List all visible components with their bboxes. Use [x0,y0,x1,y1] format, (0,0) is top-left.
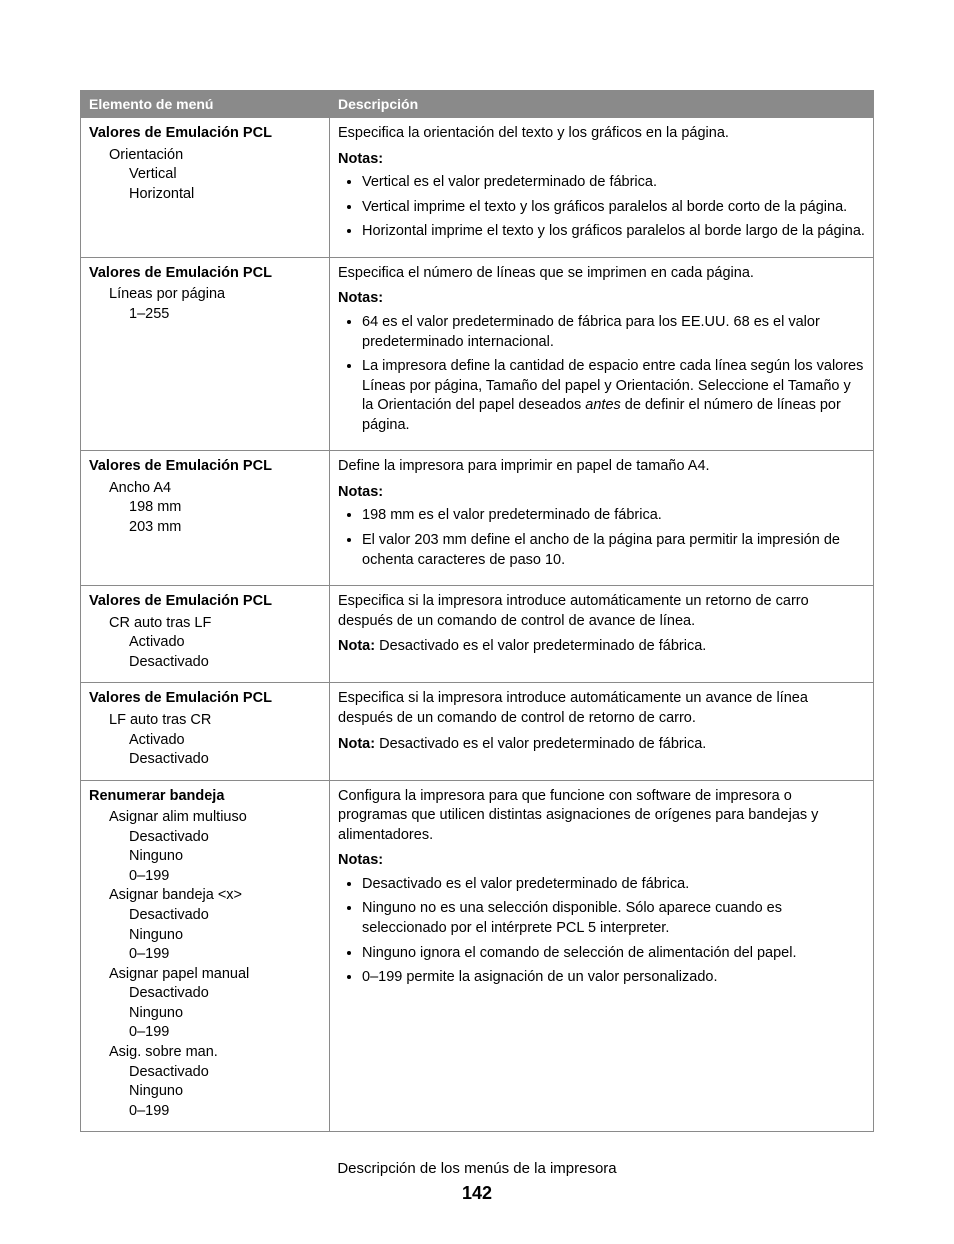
table-row: Valores de Emulación PCL LF auto tras CR… [81,683,874,780]
menu-sub1: Orientación [109,146,321,166]
menu-sub1: CR auto tras LF [109,614,321,634]
notas-label: Notas: [338,483,865,503]
desc-main: Define la impresora para imprimir en pap… [338,457,865,477]
menu-sub2: Horizontal [129,185,321,205]
desc-cell: Especifica si la impresora introduce aut… [330,586,874,683]
menu-sub2: Ninguno [129,1082,321,1102]
list-item: Vertical es el valor predeterminado de f… [362,173,865,193]
menu-sub1: LF auto tras CR [109,711,321,731]
menu-title: Valores de Emulación PCL [89,124,321,144]
footer-title: Descripción de los menús de la impresora [80,1160,874,1177]
desc-list: 198 mm es el valor predeterminado de fáb… [338,506,865,570]
table-row: Valores de Emulación PCL CR auto tras LF… [81,586,874,683]
desc-cell: Especifica el número de líneas que se im… [330,257,874,451]
menu-sub2: Vertical [129,165,321,185]
nota-label: Nota: [338,736,375,752]
menu-sub2: Ninguno [129,1004,321,1024]
desc-main: Especifica si la impresora introduce aut… [338,689,865,728]
menu-sub2: Ninguno [129,926,321,946]
menu-sub1: Ancho A4 [109,479,321,499]
menu-sub2: Activado [129,633,321,653]
desc-cell: Configura la impresora para que funcione… [330,780,874,1132]
menu-cell: Valores de Emulación PCL Líneas por pági… [81,257,330,451]
italic-word: antes [585,397,620,413]
page-container: Elemento de menú Descripción Valores de … [0,0,954,1244]
header-desc: Descripción [330,91,874,118]
menu-table: Elemento de menú Descripción Valores de … [80,90,874,1132]
menu-sub2: Desactivado [129,828,321,848]
menu-sub2: 198 mm [129,498,321,518]
menu-sub2: 203 mm [129,518,321,538]
desc-cell: Especifica si la impresora introduce aut… [330,683,874,780]
list-item: Desactivado es el valor predeterminado d… [362,875,865,895]
desc-list: Vertical es el valor predeterminado de f… [338,173,865,242]
table-row: Renumerar bandeja Asignar alim multiuso … [81,780,874,1132]
nota-text: Desactivado es el valor predeterminado d… [379,736,706,752]
menu-title: Valores de Emulación PCL [89,592,321,612]
desc-main: Especifica si la impresora introduce aut… [338,592,865,631]
list-item: Ninguno ignora el comando de selección d… [362,944,865,964]
menu-cell: Valores de Emulación PCL Ancho A4 198 mm… [81,451,330,586]
table-row: Valores de Emulación PCL Ancho A4 198 mm… [81,451,874,586]
desc-cell: Define la impresora para imprimir en pap… [330,451,874,586]
menu-sub1: Asignar bandeja <x> [109,886,321,906]
desc-main: Especifica el número de líneas que se im… [338,264,865,284]
list-item: Horizontal imprime el texto y los gráfic… [362,222,865,242]
nota-label: Nota: [338,638,375,654]
menu-cell: Valores de Emulación PCL LF auto tras CR… [81,683,330,780]
menu-sub2: Ninguno [129,847,321,867]
header-menu: Elemento de menú [81,91,330,118]
page-footer: Descripción de los menús de la impresora… [80,1160,874,1204]
menu-sub1: Asignar alim multiuso [109,808,321,828]
menu-sub2: Desactivado [129,906,321,926]
menu-sub2: 0–199 [129,1023,321,1043]
table-row: Valores de Emulación PCL Orientación Ver… [81,118,874,258]
table-row: Valores de Emulación PCL Líneas por pági… [81,257,874,451]
nota-line: Nota: Desactivado es el valor predetermi… [338,735,865,755]
menu-sub1: Líneas por página [109,285,321,305]
menu-cell: Valores de Emulación PCL Orientación Ver… [81,118,330,258]
menu-sub2: 0–199 [129,867,321,887]
menu-sub2: 1–255 [129,305,321,325]
desc-main: Especifica la orientación del texto y lo… [338,124,865,144]
menu-cell: Valores de Emulación PCL CR auto tras LF… [81,586,330,683]
desc-main: Configura la impresora para que funcione… [338,787,865,846]
table-header-row: Elemento de menú Descripción [81,91,874,118]
menu-sub2: 0–199 [129,1102,321,1122]
notas-label: Notas: [338,289,865,309]
nota-text: Desactivado es el valor predeterminado d… [379,638,706,654]
menu-sub1: Asignar papel manual [109,965,321,985]
list-item: 64 es el valor predeterminado de fábrica… [362,313,865,352]
list-item: La impresora define la cantidad de espac… [362,357,865,435]
desc-list: Desactivado es el valor predeterminado d… [338,875,865,988]
list-item: 0–199 permite la asignación de un valor … [362,968,865,988]
desc-cell: Especifica la orientación del texto y lo… [330,118,874,258]
menu-sub2: Desactivado [129,750,321,770]
menu-title: Valores de Emulación PCL [89,689,321,709]
menu-title: Valores de Emulación PCL [89,457,321,477]
footer-page-number: 142 [80,1183,874,1204]
list-item: Vertical imprime el texto y los gráficos… [362,198,865,218]
menu-sub1: Asig. sobre man. [109,1043,321,1063]
list-item: 198 mm es el valor predeterminado de fáb… [362,506,865,526]
list-item: Ninguno no es una selección disponible. … [362,899,865,938]
menu-title: Renumerar bandeja [89,787,321,807]
menu-title: Valores de Emulación PCL [89,264,321,284]
notas-label: Notas: [338,851,865,871]
menu-sub2: Desactivado [129,1063,321,1083]
desc-list: 64 es el valor predeterminado de fábrica… [338,313,865,435]
menu-sub2: 0–199 [129,945,321,965]
nota-line: Nota: Desactivado es el valor predetermi… [338,637,865,657]
menu-cell: Renumerar bandeja Asignar alim multiuso … [81,780,330,1132]
menu-sub2: Activado [129,731,321,751]
list-item: El valor 203 mm define el ancho de la pá… [362,531,865,570]
menu-sub2: Desactivado [129,984,321,1004]
menu-sub2: Desactivado [129,653,321,673]
notas-label: Notas: [338,150,865,170]
